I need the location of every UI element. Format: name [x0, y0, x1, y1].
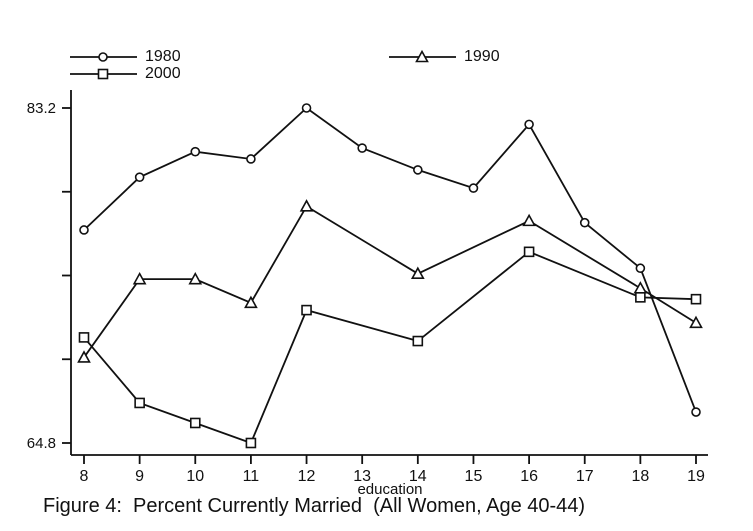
legend-label-1980: 1980: [145, 48, 181, 65]
x-tick-label-15: 15: [465, 468, 483, 485]
series-marker-1990: [77, 350, 91, 363]
series-marker-2000: [690, 293, 702, 305]
series-marker-1990: [633, 281, 648, 294]
legend-label-1990: 1990: [464, 48, 500, 65]
legend-triangle-marker-icon: [389, 49, 456, 63]
series-marker-2000: [245, 437, 257, 449]
series-marker-2000: [635, 292, 646, 303]
y-tick-label-64.8: 64.8: [27, 435, 56, 452]
series-marker-1980: [468, 183, 479, 193]
x-tick-label-14: 14: [409, 468, 427, 485]
x-tick-label-10: 10: [186, 468, 204, 485]
x-tick-label-8: 8: [80, 468, 89, 485]
series-line-1980: [83, 106, 697, 413]
x-tick-label-13: 13: [353, 468, 371, 485]
series-marker-1990: [689, 315, 703, 329]
series-marker-1980: [413, 165, 423, 175]
series-marker-1980: [246, 154, 256, 164]
series-marker-1980: [635, 263, 646, 274]
series-marker-1990: [410, 266, 425, 279]
series-marker-1990: [299, 199, 314, 212]
figure-caption: Figure 4: Percent Currently Married (All…: [43, 495, 586, 517]
series-marker-2000: [301, 304, 312, 316]
legend-square-marker-icon: [70, 68, 137, 80]
legend-circle-marker-icon: [70, 52, 137, 62]
series-marker-1990: [132, 271, 147, 285]
series-marker-2000: [523, 246, 535, 258]
series-marker-1980: [190, 146, 201, 157]
series-line-2000: [83, 250, 697, 445]
x-tick-label-16: 16: [520, 468, 538, 485]
legend-item-1980: 1980: [70, 49, 181, 65]
series-marker-1980: [301, 103, 312, 113]
y-tick-label-83.2: 83.2: [27, 100, 56, 117]
series-marker-1980: [691, 407, 701, 417]
series-marker-1980: [357, 143, 367, 153]
series-marker-2000: [134, 397, 145, 409]
legend-key-marker-1980: [98, 52, 108, 62]
legend-label-2000: 2000: [145, 65, 181, 82]
legend-item-1990: 1990: [389, 49, 500, 65]
x-tick-label-19: 19: [687, 468, 705, 485]
legend-key-marker-2000: [97, 68, 109, 80]
series-marker-2000: [412, 335, 424, 347]
series-marker-1980: [524, 119, 534, 130]
series-marker-1980: [134, 172, 145, 182]
x-tick-label-11: 11: [243, 468, 260, 485]
x-tick-label-17: 17: [576, 468, 594, 485]
series-marker-2000: [189, 417, 201, 429]
legend-key-marker-1990: [415, 49, 429, 63]
legend-item-2000: 2000: [70, 66, 181, 82]
series-marker-1990: [522, 213, 536, 227]
series-marker-1990: [244, 295, 258, 309]
series-marker-1990: [188, 271, 203, 285]
x-tick-label-18: 18: [631, 468, 649, 485]
series-marker-1980: [79, 225, 89, 235]
series-marker-2000: [78, 332, 90, 343]
series-marker-1980: [579, 217, 590, 228]
x-tick-label-12: 12: [298, 468, 316, 485]
x-tick-label-9: 9: [135, 468, 144, 485]
x-axis-label: education: [357, 481, 423, 498]
